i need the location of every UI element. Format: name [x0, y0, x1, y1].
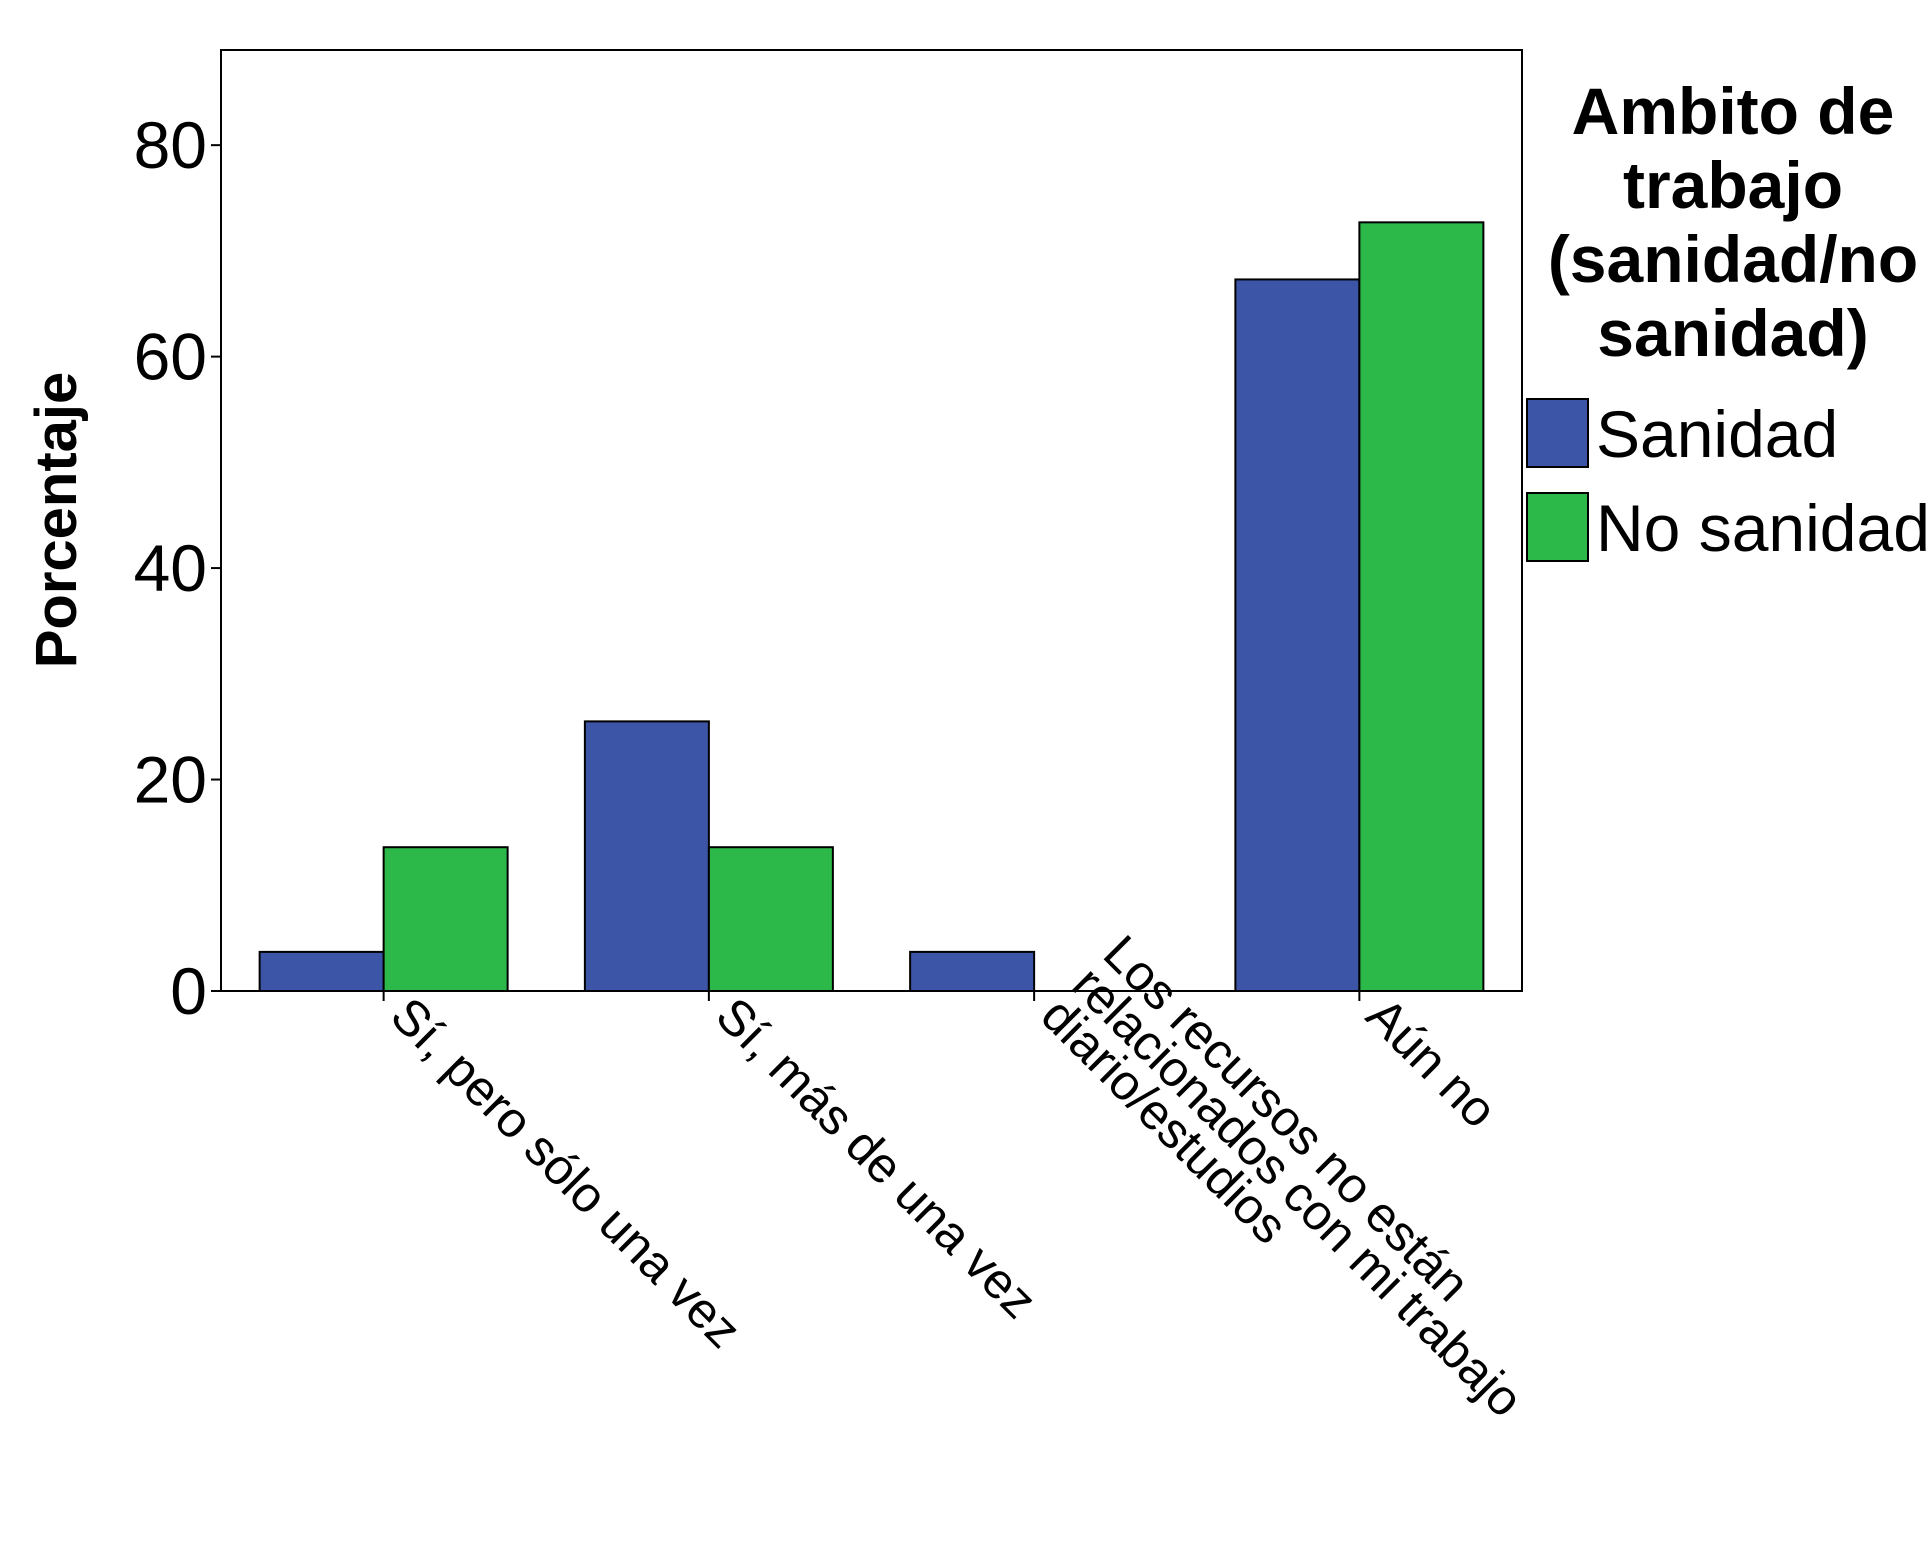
bar-sanidad-2	[909, 950, 1036, 992]
y-tick-label: 60	[134, 320, 207, 394]
bar-sanidad-3	[1234, 278, 1361, 993]
y-axis-title: Porcentaje	[24, 372, 89, 669]
y-axis: 0 20 40 60 80	[134, 108, 221, 1028]
bar-no-sanidad-3	[1358, 221, 1485, 992]
bar-sanidad-0	[258, 950, 385, 992]
x-category-label-line: relacionados con mi trabajo	[1062, 956, 1534, 1428]
legend-label: Sanidad	[1596, 397, 1838, 471]
bar-no-sanidad-1	[707, 846, 834, 992]
legend-title-line: Ambito de	[1572, 74, 1895, 148]
y-tick-label: 20	[134, 743, 207, 817]
bar-sanidad-1	[583, 720, 710, 992]
y-tick-label: 80	[134, 108, 207, 182]
legend-swatch-sanidad	[1526, 398, 1589, 468]
x-category-label-line: Sí, más de una vez	[705, 987, 1047, 1329]
legend-title-line: sanidad)	[1597, 296, 1868, 370]
x-category-label-line: Sí, pero sólo una vez	[380, 987, 752, 1359]
legend-title-line: (sanidad/no	[1548, 222, 1918, 296]
legend-swatch-no-sanidad	[1526, 492, 1589, 562]
x-category-label: Aún no	[1356, 987, 1508, 1139]
x-category-label-line: Aún no	[1356, 987, 1508, 1139]
x-category-label: Los recursos no estánrelacionados con mi…	[1031, 925, 1565, 1459]
bar-no-sanidad-0	[382, 846, 509, 992]
y-tick-label: 40	[134, 531, 207, 605]
y-tick-label: 0	[170, 954, 207, 1028]
x-category-label: Sí, más de una vez	[705, 987, 1047, 1329]
bars-group	[258, 221, 1485, 993]
x-category-label: Sí, pero sólo una vez	[380, 987, 752, 1359]
legend-label: No sanidad	[1596, 491, 1928, 565]
legend-title-line: trabajo	[1623, 148, 1843, 222]
